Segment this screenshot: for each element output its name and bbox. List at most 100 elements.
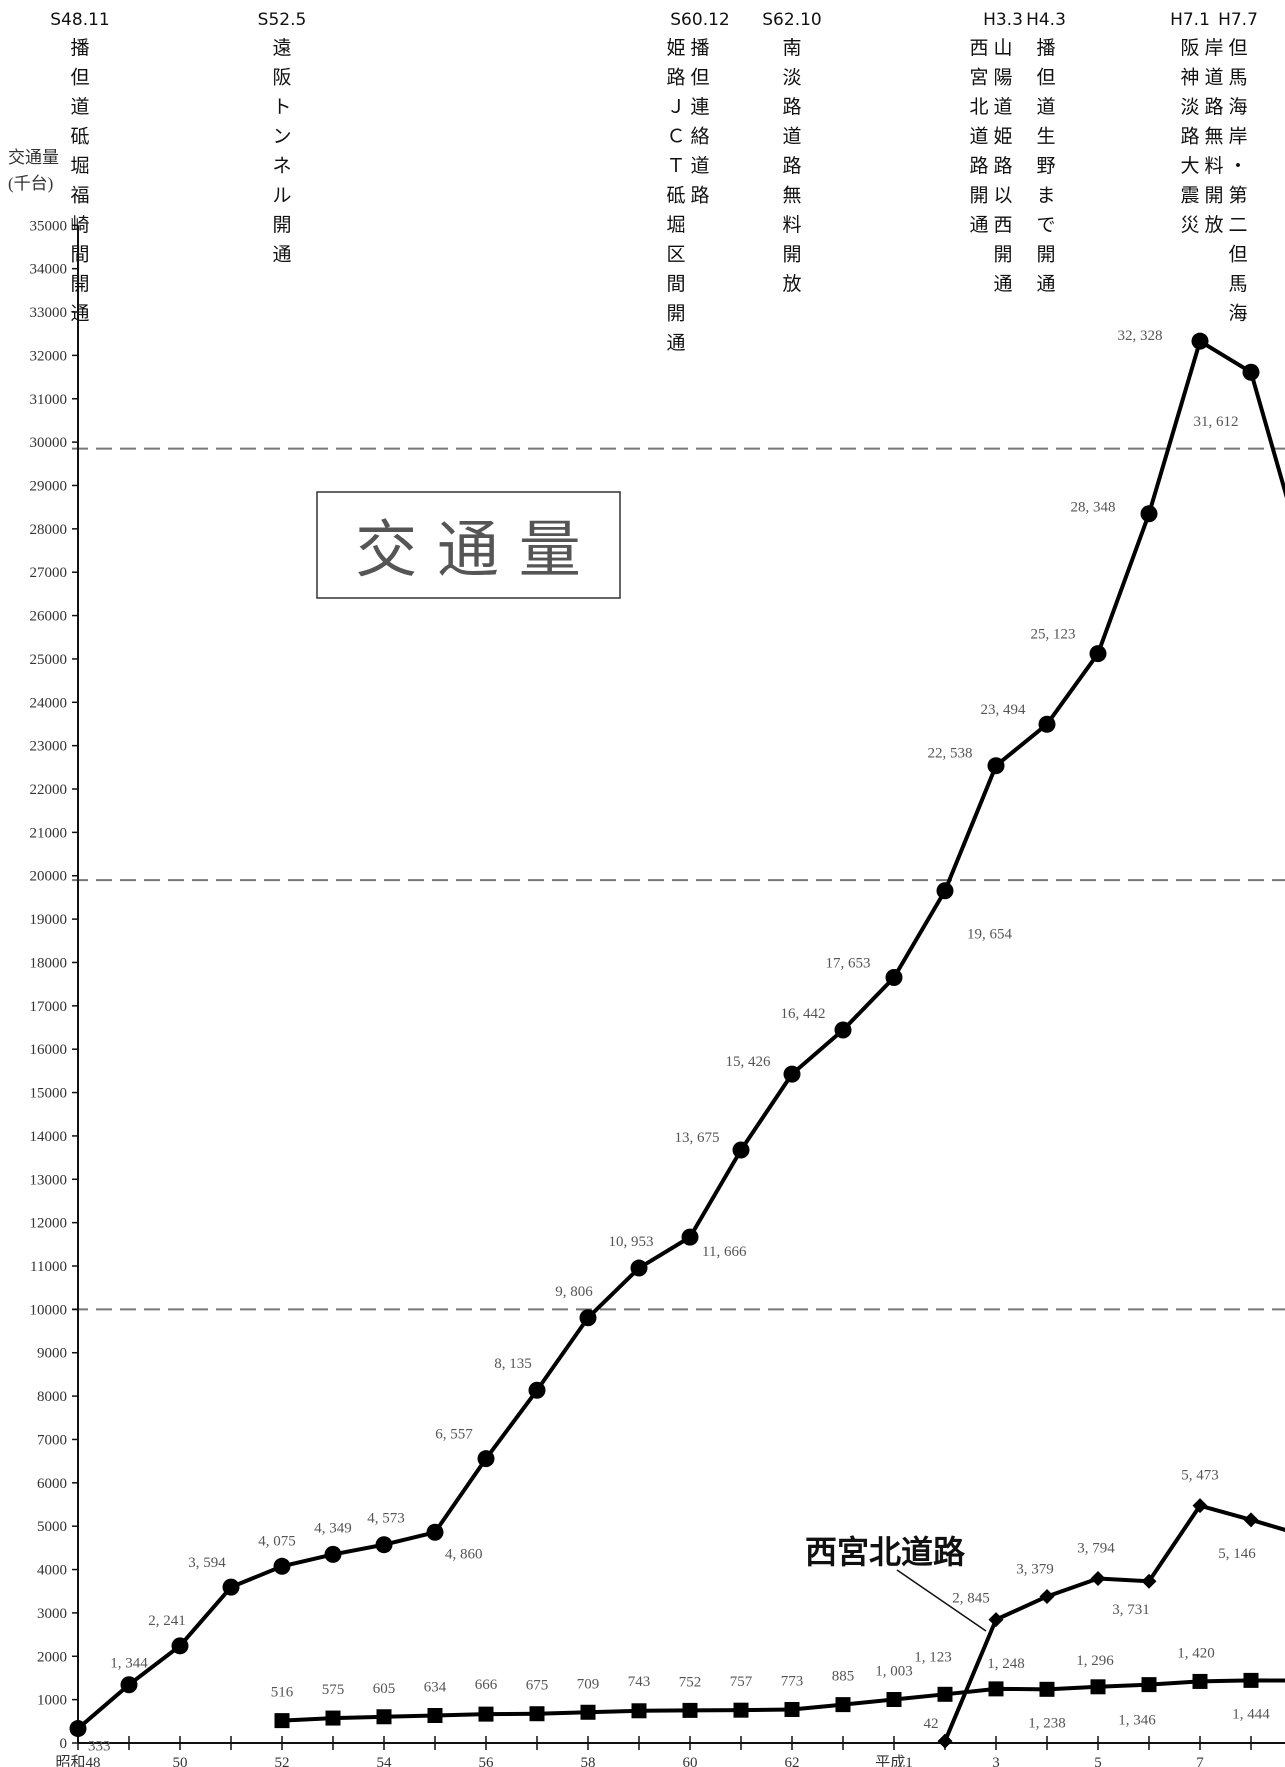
data-point (171, 1637, 189, 1655)
event-text-char: 但 (690, 67, 709, 89)
event-date: H7.7 (1218, 10, 1258, 30)
data-point (1089, 645, 1107, 663)
data-label: 605 (373, 1681, 396, 1697)
reference-lines (72, 447, 1285, 1311)
event-text-char: 路 (1204, 96, 1223, 118)
event-text-char: 南 (782, 37, 801, 59)
event-text-char: ネ (272, 155, 291, 177)
x-tick-label: 3 (992, 1755, 1000, 1767)
data-label: 6, 557 (435, 1427, 473, 1443)
event-text-char: Ｊ (666, 96, 685, 118)
event-text-char: 路 (993, 155, 1012, 177)
y-tick-label: 26000 (30, 609, 68, 625)
y-tick-label: 1000 (37, 1693, 67, 1709)
data-point (885, 969, 903, 987)
data-label: 10, 953 (609, 1234, 654, 1250)
event-date: S48.11 (50, 10, 109, 30)
data-point (1243, 1512, 1259, 1528)
event-text-char: 道 (1204, 67, 1223, 89)
data-label: 333 (88, 1739, 111, 1755)
data-point (987, 757, 1005, 775)
data-point (580, 1704, 596, 1720)
data-point (478, 1706, 494, 1722)
chart-title: 交 通 量 (355, 513, 580, 586)
event-text-char: 北 (969, 96, 988, 118)
x-tick-label: 58 (581, 1755, 596, 1767)
event-text-char: ル (272, 185, 291, 207)
data-label: 9, 806 (555, 1284, 593, 1300)
y-tick-label: 6000 (37, 1476, 67, 1492)
x-tick-label: 平成1 (875, 1754, 913, 1767)
y-tick-label: 21000 (30, 825, 68, 841)
event-text-char: 砥 (70, 126, 89, 148)
data-label: 25, 123 (1031, 627, 1076, 643)
event-text-char: 料 (1204, 155, 1223, 177)
event-text-char: 通 (70, 303, 89, 325)
event-text-char: ン (272, 126, 291, 148)
event-text-char: 放 (782, 273, 801, 295)
event-text-char: 但 (1036, 67, 1055, 89)
data-point (631, 1703, 647, 1719)
data-label: 3, 379 (1016, 1561, 1054, 1577)
data-point (273, 1557, 291, 1575)
data-point (1141, 1677, 1157, 1693)
data-point (579, 1309, 597, 1327)
data-label: 11, 666 (702, 1244, 747, 1260)
data-point (69, 1720, 87, 1738)
event-text-char: 但 (1228, 37, 1247, 59)
event-date: H7.1 (1170, 10, 1210, 30)
event-text-char: 路 (1180, 126, 1199, 148)
data-point (325, 1710, 341, 1726)
data-label: 4, 075 (258, 1533, 296, 1549)
event-text-char: 道 (70, 96, 89, 118)
data-point (529, 1706, 545, 1722)
data-point (937, 1686, 953, 1702)
y-tick-label: 32000 (30, 348, 68, 364)
data-label: 23, 494 (981, 702, 1027, 718)
y-tick-label: 0 (60, 1736, 68, 1752)
event-text-char: ト (272, 96, 291, 118)
data-label: 1, 238 (1028, 1715, 1066, 1731)
data-label: 2, 845 (952, 1591, 990, 1607)
event-text-char: 阪 (272, 67, 291, 89)
data-label: 3, 794 (1077, 1540, 1115, 1556)
data-label: 1, 420 (1177, 1645, 1215, 1661)
series-line (76, 339, 1285, 1731)
event-text-char: 淡 (782, 67, 801, 89)
data-point (733, 1702, 749, 1718)
data-label: 1, 003 (875, 1664, 913, 1680)
event-text-char: ・ (1228, 155, 1247, 177)
x-tick-label: 62 (785, 1755, 800, 1767)
data-point (937, 1733, 953, 1749)
data-label: 17, 653 (826, 956, 871, 972)
y-tick-label: 14000 (30, 1129, 68, 1145)
event-text-char: 開 (782, 244, 801, 266)
axes: 0 1000 2000 3000 4000 5000 6000 7000 8000 9000 100… (30, 218, 1285, 1767)
y-tick-label: 24000 (30, 695, 68, 711)
data-label: 32, 328 (1118, 328, 1163, 344)
event-text-char: 道 (782, 126, 801, 148)
data-point (630, 1259, 648, 1277)
event-text-char: 災 (1180, 214, 1199, 236)
data-label: 752 (679, 1674, 702, 1690)
event-text-char: ま (1036, 185, 1055, 207)
event-text-char: 山 (993, 37, 1012, 59)
data-point (426, 1523, 444, 1541)
data-label: 4, 860 (445, 1546, 483, 1562)
event-text-char: 遠 (272, 37, 291, 59)
data-label: 19, 654 (967, 927, 1013, 943)
data-point (886, 1692, 902, 1708)
data-point (1038, 715, 1056, 733)
event-text-char: 淡 (1180, 96, 1199, 118)
title-box (316, 491, 621, 599)
event-text-char: 道 (969, 126, 988, 148)
event-date: S52.5 (258, 10, 307, 30)
data-point (681, 1228, 699, 1246)
event-text-char: 馬 (1228, 273, 1247, 295)
event-text-char: 連 (690, 96, 709, 118)
event-annotations: S48.11播但道砥堀福崎間開通S52.5遠阪トンネル開通S60.12姫路ＪＣＴ… (50, 10, 1258, 354)
x-tick-label: 60 (683, 1755, 698, 1767)
data-label: 2, 241 (148, 1613, 186, 1629)
event-text-char: 通 (666, 332, 685, 354)
data-point (274, 1713, 290, 1729)
